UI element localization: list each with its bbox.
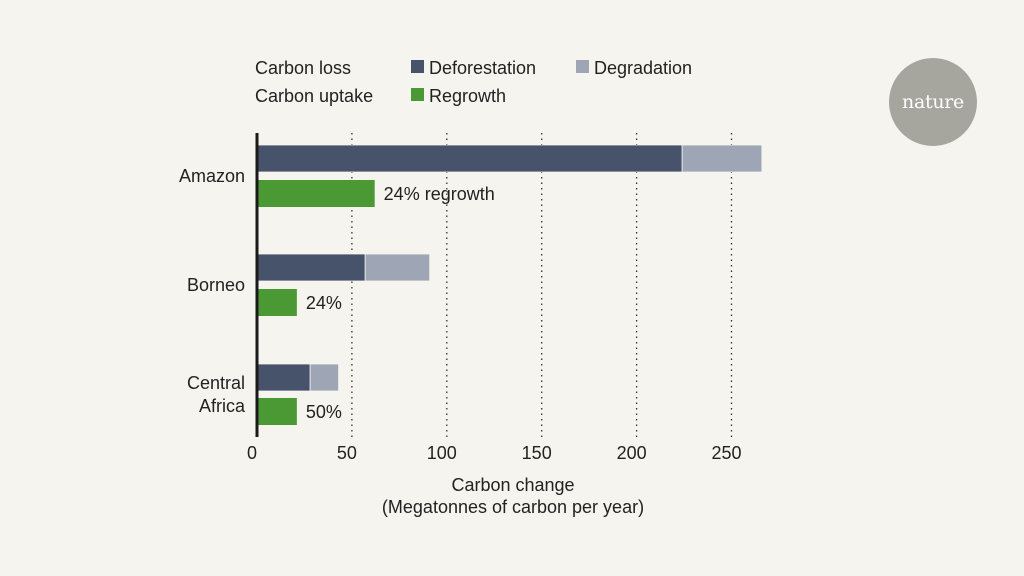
x-tick-label: 200 xyxy=(617,443,647,463)
x-tick-label: 100 xyxy=(427,443,457,463)
legend-label: Deforestation xyxy=(429,58,536,78)
deforestation-bar xyxy=(256,144,683,173)
nature-logo: nature xyxy=(889,58,977,146)
category-label: Borneo xyxy=(187,275,245,295)
category-label: Central xyxy=(187,373,245,393)
logo-text: nature xyxy=(902,91,964,113)
regrowth-bar xyxy=(257,398,297,425)
legend-label: Regrowth xyxy=(429,86,506,106)
x-tick-label: 250 xyxy=(711,443,741,463)
legend-swatch xyxy=(411,88,424,101)
deforestation-bar xyxy=(256,253,366,282)
regrowth-annotation: 24% regrowth xyxy=(384,184,495,204)
x-tick-label: 0 xyxy=(247,443,257,463)
x-axis-title: Carbon change xyxy=(451,475,574,495)
degradation-bar xyxy=(364,253,431,282)
regrowth-bar xyxy=(257,180,375,207)
x-tick-label: 50 xyxy=(337,443,357,463)
regrowth-bar xyxy=(257,289,297,316)
category-label: Africa xyxy=(199,396,246,416)
degradation-bar xyxy=(681,144,763,173)
category-label: Amazon xyxy=(179,166,245,186)
degradation-bar xyxy=(309,363,340,392)
x-tick-label: 150 xyxy=(522,443,552,463)
regrowth-annotation: 24% xyxy=(306,293,342,313)
legend-swatch xyxy=(576,60,589,73)
regrowth-annotation: 50% xyxy=(306,402,342,422)
x-axis-title: (Megatonnes of carbon per year) xyxy=(382,497,644,517)
deforestation-bar xyxy=(256,363,311,392)
legend-group-label: Carbon loss xyxy=(255,58,351,78)
legend-label: Degradation xyxy=(594,58,692,78)
legend-group-label: Carbon uptake xyxy=(255,86,373,106)
legend-swatch xyxy=(411,60,424,73)
